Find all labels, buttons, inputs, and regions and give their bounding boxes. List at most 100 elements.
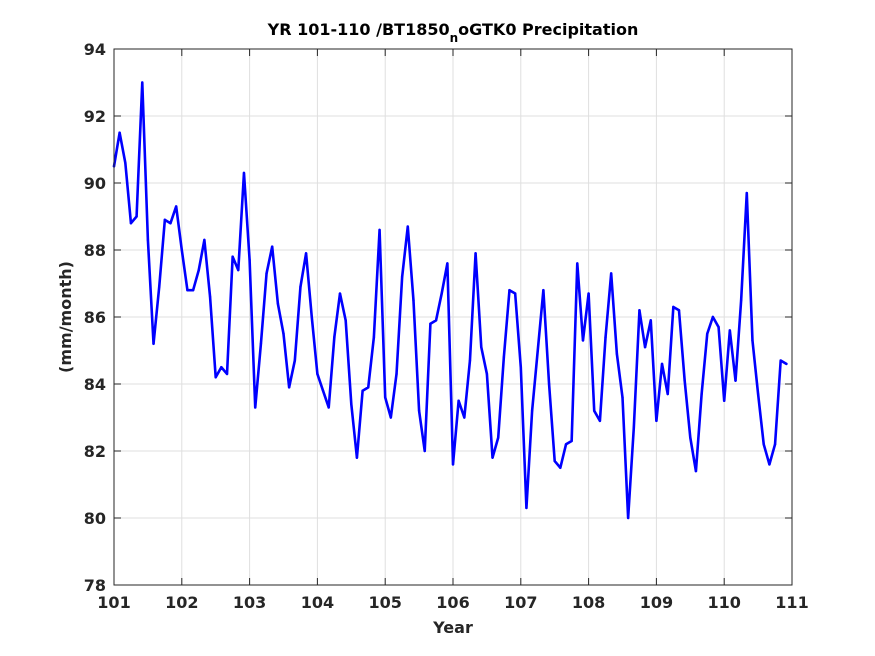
data-point <box>723 399 726 402</box>
data-point <box>350 402 353 406</box>
x-tick-label: 109 <box>640 593 673 612</box>
data-point <box>316 372 319 376</box>
data-point <box>361 389 364 392</box>
data-point <box>321 389 325 392</box>
data-point <box>751 339 754 342</box>
data-point <box>683 379 686 382</box>
data-point <box>389 416 393 419</box>
data-point <box>717 325 720 329</box>
data-point <box>768 463 771 466</box>
data-point <box>129 222 133 225</box>
data-point <box>689 436 692 439</box>
data-point <box>248 258 251 262</box>
data-point <box>677 309 681 312</box>
data-point <box>242 171 246 175</box>
data-point <box>547 382 551 386</box>
data-point <box>660 362 664 366</box>
data-point <box>135 215 138 218</box>
data-point <box>327 406 330 409</box>
data-point <box>706 332 709 335</box>
data-point <box>666 392 669 396</box>
y-tick-label: 78 <box>84 576 106 595</box>
y-ticks: 78 80 82 84 86 88 90 92 94 <box>84 40 792 595</box>
data-point <box>593 409 596 412</box>
y-tick-label: 90 <box>84 174 106 193</box>
data-point <box>604 335 607 339</box>
y-tick-label: 86 <box>84 308 106 327</box>
data-point <box>158 285 161 289</box>
data-point <box>581 339 585 342</box>
data-point <box>468 359 472 362</box>
data-point <box>152 342 155 345</box>
data-point <box>282 332 285 335</box>
data-point <box>576 262 579 265</box>
data-point <box>395 372 398 376</box>
data-point <box>423 449 426 453</box>
data-point <box>417 409 421 412</box>
data-point <box>440 292 443 295</box>
data-point <box>355 456 359 459</box>
data-point <box>191 289 195 292</box>
data-point <box>739 299 743 302</box>
data-point <box>728 329 732 332</box>
data-point <box>615 352 619 356</box>
data-point <box>146 238 150 242</box>
data-point <box>632 426 636 429</box>
data-point <box>406 225 409 228</box>
data-point <box>254 406 257 409</box>
data-point <box>497 436 500 439</box>
data-point <box>231 255 234 258</box>
data-point <box>457 399 460 402</box>
data-point <box>564 443 568 446</box>
chart-title-subscript: n <box>450 31 459 45</box>
data-point <box>225 372 229 376</box>
data-point <box>474 252 477 255</box>
data-point <box>186 289 189 292</box>
data-point <box>779 359 782 362</box>
data-point <box>451 463 455 466</box>
data-point <box>672 305 675 309</box>
data-point <box>553 459 556 463</box>
data-point <box>124 161 127 165</box>
data-point <box>700 392 703 396</box>
data-point <box>530 409 534 412</box>
data-point <box>276 302 280 305</box>
data-point <box>237 268 240 272</box>
data-point <box>344 319 347 322</box>
data-point <box>626 516 630 520</box>
data-point <box>367 386 370 389</box>
data-point <box>372 335 376 339</box>
y-axis-label: (mm/month) <box>56 261 75 373</box>
data-points <box>112 81 788 520</box>
data-point <box>745 191 748 195</box>
data-point <box>785 362 788 366</box>
data-point <box>174 205 178 208</box>
data-point <box>643 345 647 349</box>
data-point <box>169 222 172 225</box>
data-point <box>220 366 223 369</box>
y-tick-label: 88 <box>84 241 106 260</box>
x-tick-label: 102 <box>165 593 198 612</box>
data-point <box>265 272 268 275</box>
data-point <box>519 366 522 369</box>
data-point <box>480 345 483 349</box>
data-point <box>214 376 217 379</box>
data-point <box>621 396 624 399</box>
data-point <box>773 443 777 446</box>
y-tick-label: 92 <box>84 107 106 126</box>
data-point <box>513 292 517 295</box>
data-point <box>434 319 438 322</box>
data-point <box>734 379 737 382</box>
data-point <box>762 443 765 446</box>
data-point <box>180 248 183 252</box>
chart-title-rest: oGTK0 Precipitation <box>458 20 638 39</box>
data-point <box>542 289 545 292</box>
data-point <box>304 252 308 255</box>
data-point <box>141 81 144 84</box>
data-point <box>338 292 342 295</box>
data-point <box>559 466 562 469</box>
data-point <box>655 419 658 423</box>
data-point <box>756 392 760 396</box>
data-point <box>299 285 302 289</box>
